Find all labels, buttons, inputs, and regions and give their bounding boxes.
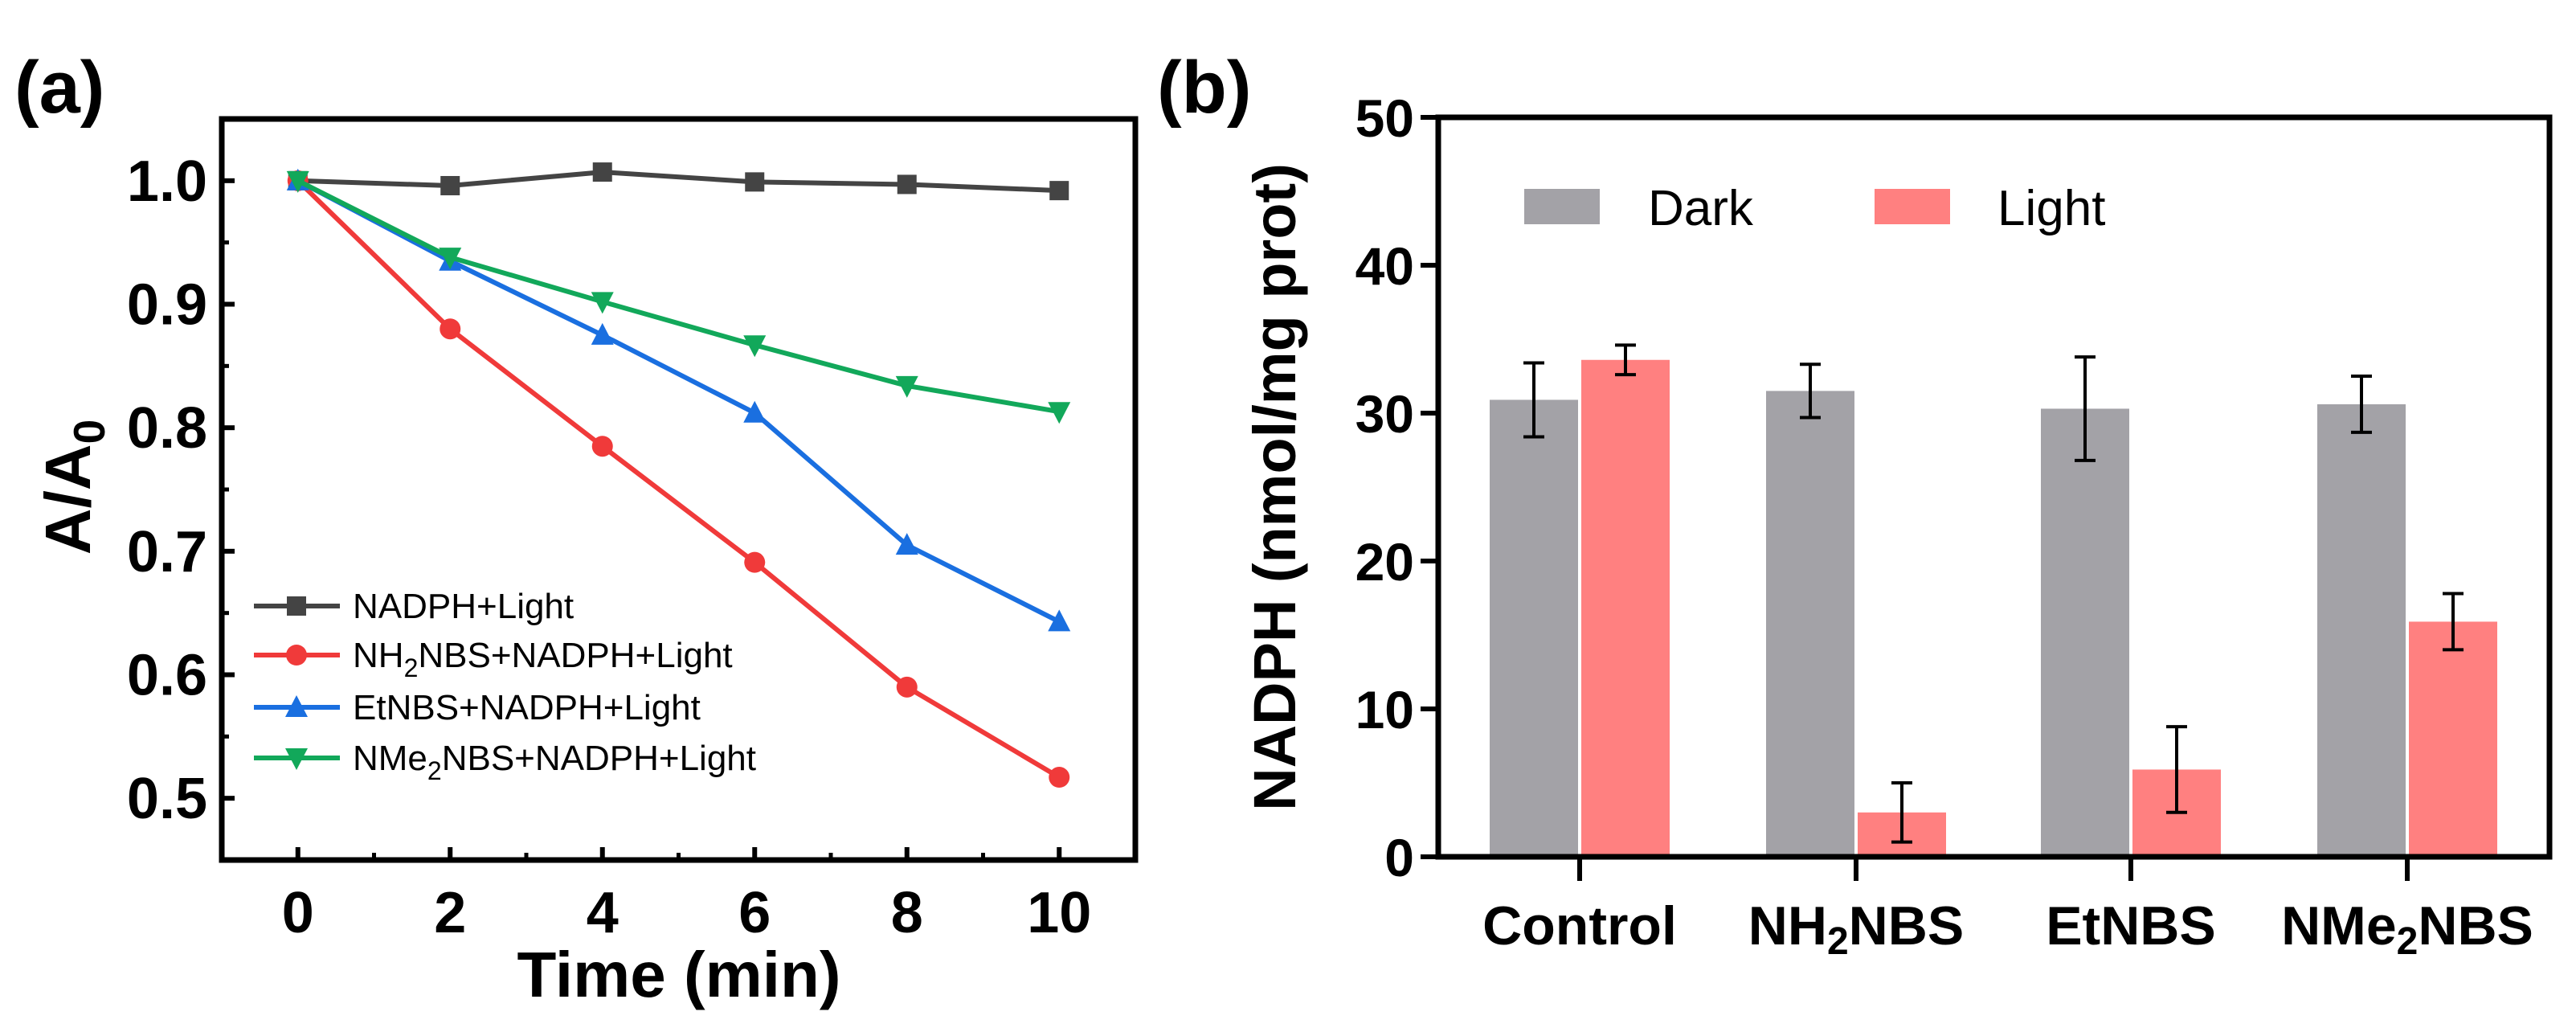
data-point: [592, 162, 612, 182]
data-point: [895, 533, 918, 555]
data-point: [1049, 767, 1070, 788]
y-tick-label-a: 1.0: [127, 149, 207, 214]
data-point: [591, 436, 613, 457]
error-bar: [2166, 725, 2187, 814]
data-point: [743, 335, 767, 358]
data-point: [896, 676, 918, 698]
data-point: [897, 174, 917, 195]
data-point: [286, 170, 309, 193]
data-point: [440, 318, 461, 340]
legend-label-a: NMe2NBS+NADPH+Light: [353, 739, 756, 785]
error-bar: [2075, 355, 2096, 462]
series-3: [286, 170, 1071, 424]
y-tick-label-a: 0.6: [127, 644, 207, 708]
y-tick-label-a: 0.8: [127, 396, 207, 461]
y-tick-label-b: 40: [1355, 236, 1414, 296]
error-bar: [1800, 362, 1821, 420]
x-tick-label-b: NH2NBS: [1748, 895, 1965, 963]
x-axis-title-a: Time (min): [517, 939, 840, 1010]
error-bar: [1891, 781, 1912, 844]
series-line: [297, 170, 1060, 194]
bar-light: [1581, 359, 1670, 857]
error-bar: [1615, 343, 1636, 377]
plot-b-frame: [1435, 114, 2553, 860]
legend-marker: [285, 748, 308, 770]
y-tick-label-b: 20: [1355, 532, 1414, 592]
legend-label-a: NADPH+Light: [353, 587, 574, 626]
y-tick-label-b: 10: [1355, 680, 1414, 739]
data-point: [895, 375, 918, 398]
legend-label-light: Light: [1997, 181, 2105, 236]
error-bar: [2443, 592, 2464, 652]
error-bar: [2351, 375, 2372, 434]
bar-dark: [2317, 403, 2406, 858]
bar-dark: [1766, 391, 1854, 857]
legend-marker: [285, 695, 308, 717]
panel-b: (b) 0 10 20 30 40 50 Control NH2NBS EtNBS NMe2NBS…: [1157, 47, 2553, 963]
y-tick-label-a: 0.7: [127, 520, 207, 584]
data-point: [1049, 181, 1069, 201]
x-tick-label-b: Control: [1482, 895, 1677, 956]
panel-b-label: (b): [1157, 47, 1251, 129]
data-point: [439, 248, 462, 270]
x-tick-label-a: 10: [1027, 881, 1091, 945]
legend-b: Dark Light: [1524, 181, 2105, 236]
series-line: [296, 178, 1061, 625]
legend-label-dark: Dark: [1648, 181, 1754, 236]
data-point: [1048, 609, 1071, 632]
y-tick-label-b: 50: [1355, 88, 1414, 148]
panel-a-label: (a): [14, 47, 104, 129]
data-point: [744, 551, 766, 573]
y-axis-title-a: A/A0: [32, 420, 114, 555]
data-point: [743, 400, 767, 423]
legend-item-a: NH2NBS+NADPH+Light: [254, 636, 733, 682]
bar-light: [2409, 621, 2497, 857]
series-line: [296, 178, 1060, 415]
legend-label-a: NH2NBS+NADPH+Light: [353, 636, 733, 682]
bar-dark: [2041, 408, 2129, 858]
y-tick-label-a: 0.5: [127, 767, 207, 831]
x-tick-label-a: 6: [738, 881, 771, 945]
x-tick-label-b: NMe2NBS: [2281, 895, 2533, 963]
data-point: [1048, 402, 1071, 424]
y-tick-label-b: 0: [1384, 828, 1414, 887]
series-line: [296, 178, 1061, 780]
series-0: [288, 162, 1069, 201]
data-point: [440, 175, 460, 195]
x-tick-label-a: 0: [282, 881, 314, 945]
y-tick-label-b: 30: [1355, 384, 1414, 444]
legend-label-a: EtNBS+NADPH+Light: [353, 688, 701, 727]
series-2: [286, 168, 1071, 632]
legend-item-a: NADPH+Light: [254, 587, 574, 626]
bar-dark: [1490, 399, 1578, 857]
legend-item-a: EtNBS+NADPH+Light: [254, 688, 701, 727]
data-point: [591, 292, 614, 314]
legend-marker: [286, 645, 307, 666]
x-tick-label-a: 8: [891, 881, 923, 945]
data-point: [591, 322, 614, 345]
legend-item-a: NMe2NBS+NADPH+Light: [254, 739, 756, 785]
x-tick-label-b: EtNBS: [2046, 895, 2216, 956]
legend-marker: [287, 596, 306, 616]
error-bar: [1523, 361, 1544, 439]
x-tick-label-a: 2: [434, 881, 466, 945]
y-axis-title-b: NADPH (nmol/mg prot): [1241, 163, 1308, 811]
y-tick-label-a: 0.9: [127, 273, 207, 338]
legend-a: NADPH+Light NH2NBS+NADPH+Light EtNBS+NADPH…: [254, 587, 756, 785]
legend-swatch-light: [1875, 189, 1950, 224]
legend-swatch-dark: [1524, 189, 1600, 224]
x-tick-label-a: 4: [587, 881, 619, 945]
panel-a: (a) 0 2 4 6 8 10 0.5 0.6 0.7 0.8 0.9 1.0 NADPH+Ligh…: [14, 47, 1139, 1010]
data-point: [745, 172, 765, 192]
